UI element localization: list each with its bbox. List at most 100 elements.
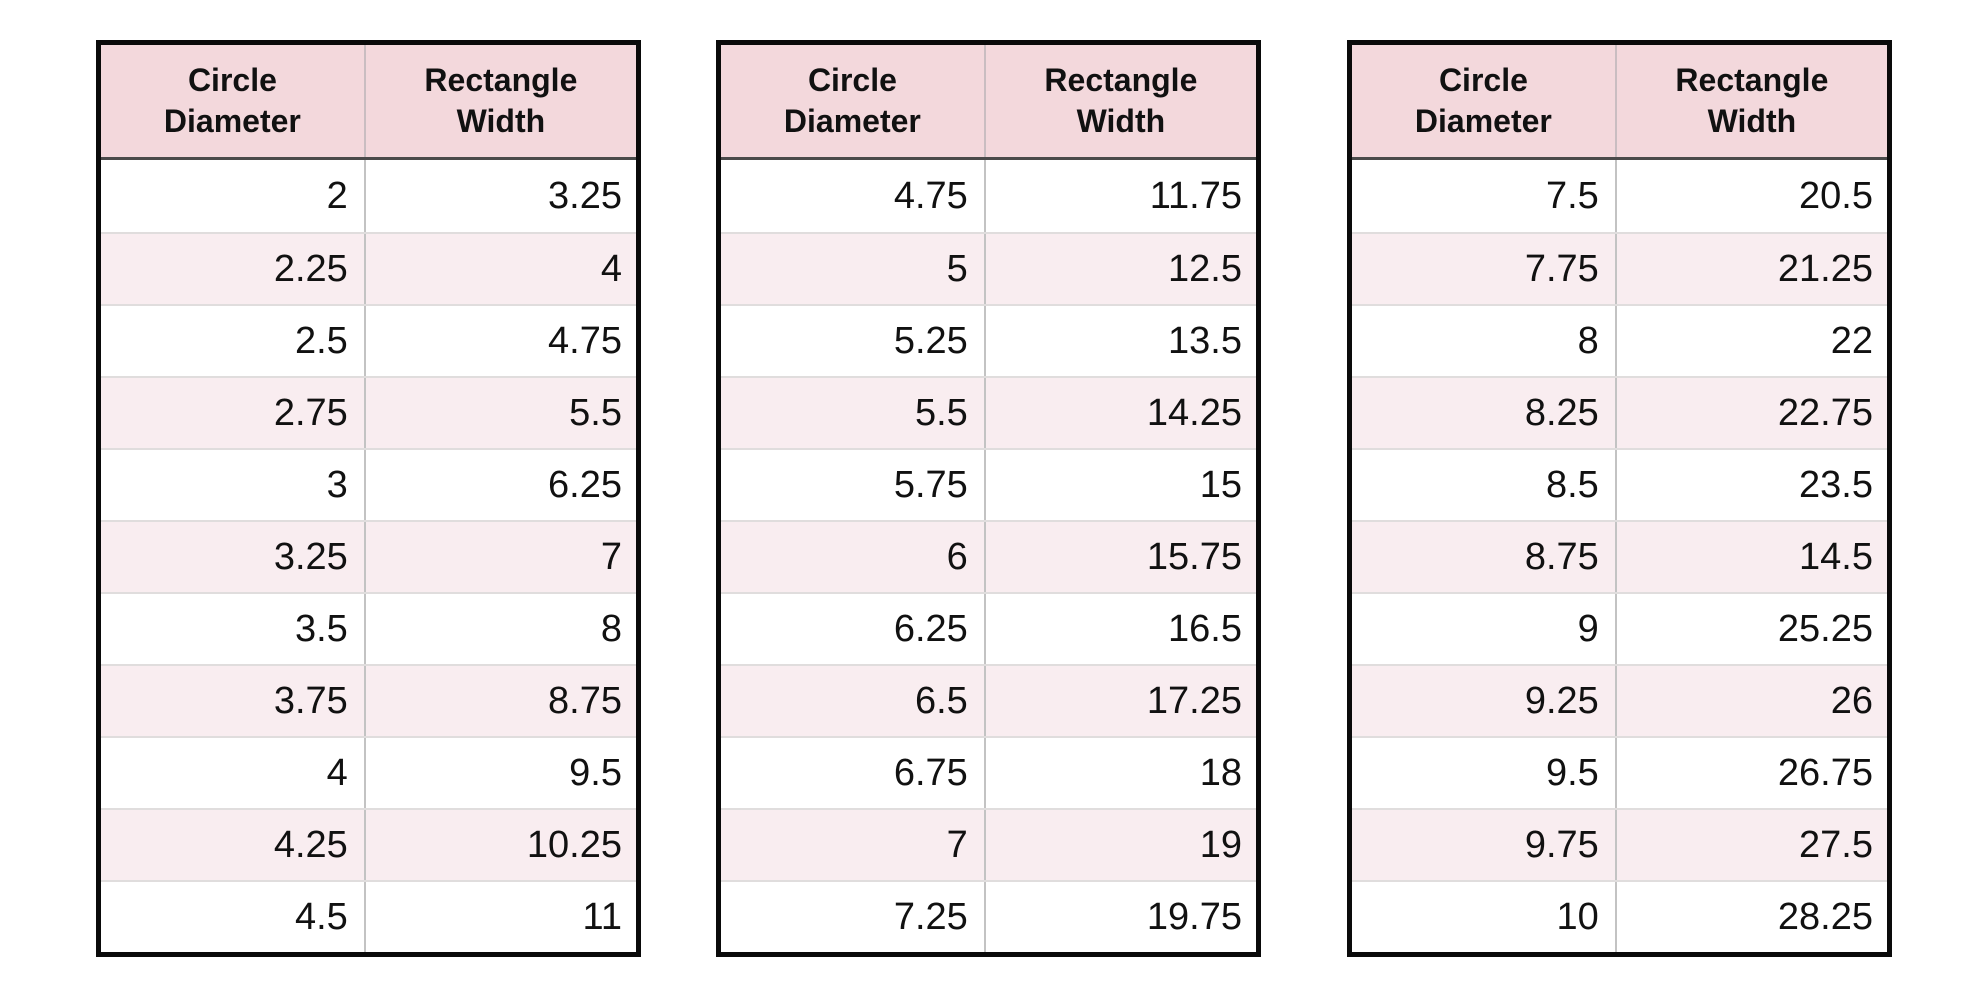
cell-rectangle-width: 7: [600, 535, 622, 578]
table-row: 4 9.5: [101, 736, 636, 808]
cell-rectangle-width: 26: [1830, 679, 1873, 722]
table-row: 6.25 16.5: [721, 592, 1256, 664]
cell-rectangle-width: 19: [1199, 823, 1242, 866]
table-row: 3 6.25: [101, 448, 636, 520]
cell-circle-diameter: 3.5: [101, 594, 366, 664]
cell-rectangle-width: 10.25: [526, 823, 622, 866]
header-cell-circle-diameter: Circle Diameter: [721, 45, 986, 157]
cell-rectangle-width: 26.75: [1777, 751, 1873, 794]
cell-rectangle-width: 8: [600, 607, 622, 650]
table-row: 6 15.75: [721, 520, 1256, 592]
cell-circle-diameter: 7.5: [1352, 160, 1617, 232]
header-label-line: Width: [1707, 103, 1797, 139]
cell-circle-diameter: 5: [721, 234, 986, 304]
cell-circle-diameter: 8.5: [1352, 450, 1617, 520]
table-row: 9.75 27.5: [1352, 808, 1887, 880]
cell-circle-diameter: 7.25: [721, 882, 986, 952]
table-row: 8.5 23.5: [1352, 448, 1887, 520]
header-label-line: Circle: [1438, 62, 1528, 98]
cell-circle-diameter: 5.5: [721, 378, 986, 448]
cell-circle-diameter: 9.75: [1352, 810, 1617, 880]
table-row: 7.75 21.25: [1352, 232, 1887, 304]
cell-circle-diameter: 2.5: [101, 306, 366, 376]
cell-rectangle-width: 9.5: [569, 751, 622, 794]
data-table-1: Circle Diameter Rectangle Width 2 3.25 2.…: [96, 40, 641, 957]
cell-rectangle-width: 28.25: [1777, 895, 1873, 938]
cell-circle-diameter: 7: [721, 810, 986, 880]
header-label-line: Diameter: [1414, 103, 1552, 139]
cell-circle-diameter: 4.5: [101, 882, 366, 952]
table-row: 7.25 19.75: [721, 880, 1256, 952]
cell-rectangle-width: 27.5: [1799, 823, 1873, 866]
table-row: 8.75 14.5: [1352, 520, 1887, 592]
cell-rectangle-width: 23.5: [1799, 463, 1873, 506]
header-label-line: Rectangle: [1044, 62, 1198, 98]
table-row: 8.25 22.75: [1352, 376, 1887, 448]
cell-circle-diameter: 6.75: [721, 738, 986, 808]
cell-circle-diameter: 6.25: [721, 594, 986, 664]
table-row: 5.75 15: [721, 448, 1256, 520]
cell-circle-diameter: 3.75: [101, 666, 366, 736]
data-table-3: Circle Diameter Rectangle Width 7.5 20.5 …: [1347, 40, 1892, 957]
table-row: 10 28.25: [1352, 880, 1887, 952]
cell-circle-diameter: 7.75: [1352, 234, 1617, 304]
cell-circle-diameter: 5.25: [721, 306, 986, 376]
cell-rectangle-width: 21.25: [1777, 247, 1873, 290]
cell-circle-diameter: 4: [101, 738, 366, 808]
cell-circle-diameter: 8: [1352, 306, 1617, 376]
table-row: 3.5 8: [101, 592, 636, 664]
table-row: 3.75 8.75: [101, 664, 636, 736]
cell-circle-diameter: 9.25: [1352, 666, 1617, 736]
cell-rectangle-width: 20.5: [1799, 174, 1873, 217]
table-row: 2 3.25: [101, 160, 636, 232]
cell-circle-diameter: 6: [721, 522, 986, 592]
table-row: 2.5 4.75: [101, 304, 636, 376]
table-row: 4.25 10.25: [101, 808, 636, 880]
header-cell-rectangle-width: Rectangle Width: [986, 45, 1256, 157]
table-row: 9.5 26.75: [1352, 736, 1887, 808]
table-row: 6.5 17.25: [721, 664, 1256, 736]
table-row: 2.25 4: [101, 232, 636, 304]
cell-rectangle-width: 15: [1199, 463, 1242, 506]
table-1-body: 2 3.25 2.25 4 2.5 4.75 2.75 5.5 3 6.25 3.25 7 …: [101, 160, 636, 952]
table-row: 3.25 7: [101, 520, 636, 592]
table-row: 9 25.25: [1352, 592, 1887, 664]
cell-circle-diameter: 2: [101, 160, 366, 232]
cell-rectangle-width: 14.25: [1146, 391, 1242, 434]
cell-circle-diameter: 9: [1352, 594, 1617, 664]
table-row: 5 12.5: [721, 232, 1256, 304]
cell-rectangle-width: 17.25: [1146, 679, 1242, 722]
table-2-header-row: Circle Diameter Rectangle Width: [721, 45, 1256, 160]
cell-rectangle-width: 11.75: [1149, 174, 1242, 217]
table-row: 5.5 14.25: [721, 376, 1256, 448]
cell-circle-diameter: 9.5: [1352, 738, 1617, 808]
cell-circle-diameter: 10: [1352, 882, 1617, 952]
cell-rectangle-width: 6.25: [548, 463, 622, 506]
header-cell-circle-diameter: Circle Diameter: [1352, 45, 1617, 157]
cell-circle-diameter: 8.25: [1352, 378, 1617, 448]
cell-rectangle-width: 13.5: [1168, 319, 1242, 362]
table-row: 7.5 20.5: [1352, 160, 1887, 232]
cell-circle-diameter: 3.25: [101, 522, 366, 592]
header-label-line: Width: [1076, 103, 1166, 139]
header-label-line: Rectangle: [1675, 62, 1829, 98]
cell-circle-diameter: 3: [101, 450, 366, 520]
cell-circle-diameter: 4.75: [721, 160, 986, 232]
cell-circle-diameter: 8.75: [1352, 522, 1617, 592]
header-cell-rectangle-width: Rectangle Width: [1617, 45, 1887, 157]
header-label-line: Width: [456, 103, 546, 139]
header-label-line: Diameter: [163, 103, 301, 139]
cell-circle-diameter: 5.75: [721, 450, 986, 520]
cell-rectangle-width: 22: [1830, 319, 1873, 362]
cell-rectangle-width: 19.75: [1146, 895, 1242, 938]
cell-rectangle-width: 25.25: [1777, 607, 1873, 650]
cell-rectangle-width: 15.75: [1146, 535, 1242, 578]
header-cell-rectangle-width: Rectangle Width: [366, 45, 636, 157]
cell-rectangle-width: 18: [1199, 751, 1242, 794]
table-row: 9.25 26: [1352, 664, 1887, 736]
cell-rectangle-width: 4.75: [548, 319, 622, 362]
data-table-2: Circle Diameter Rectangle Width 4.75 11.7…: [716, 40, 1261, 957]
cell-circle-diameter: 4.25: [101, 810, 366, 880]
table-2-body: 4.75 11.75 5 12.5 5.25 13.5 5.5 14.25 5.75 15…: [721, 160, 1256, 952]
